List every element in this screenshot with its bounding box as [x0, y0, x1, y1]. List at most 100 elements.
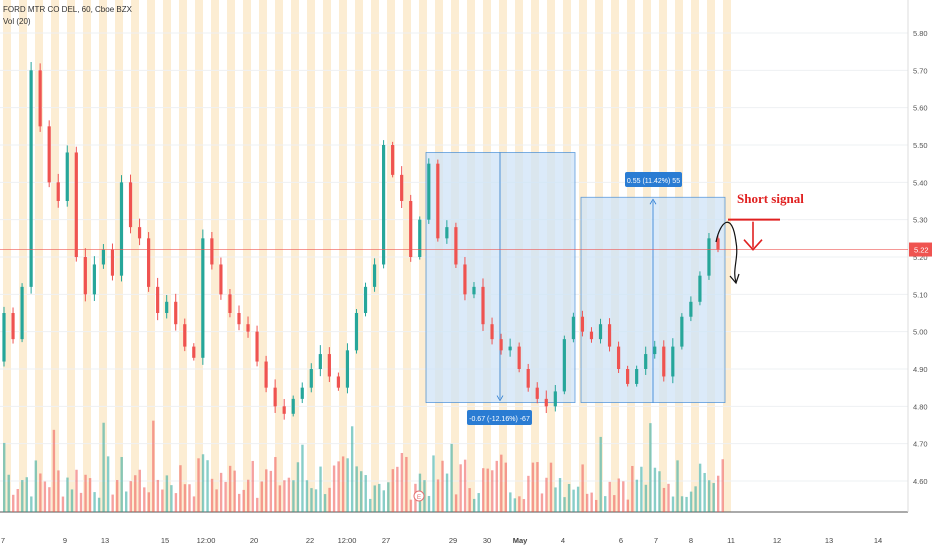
volume-bar [120, 456, 123, 512]
session-band [339, 0, 347, 512]
time-tick-label: 14 [874, 536, 882, 545]
candle-body [607, 324, 612, 347]
earnings-event-letter: E [417, 494, 422, 501]
candle-body [110, 249, 115, 276]
time-tick-label: 30 [483, 536, 491, 545]
volume-bar [88, 478, 92, 512]
volume-bar [346, 458, 349, 512]
volume-bar [256, 497, 259, 512]
volume-bar [106, 456, 110, 512]
volume-bar [472, 498, 476, 512]
candle-body [20, 286, 24, 340]
time-tick-label: 29 [449, 536, 457, 545]
session-band [227, 0, 235, 512]
volume-bar [265, 469, 268, 512]
volume-bar [522, 499, 526, 512]
volume-bar [608, 481, 611, 512]
volume-bar [296, 462, 300, 512]
volume-bar [513, 498, 517, 512]
session-band [115, 0, 123, 512]
candle-body [165, 301, 169, 313]
volume-bar [698, 463, 702, 512]
candle-body [92, 264, 96, 295]
candle-body [689, 301, 693, 317]
session-band [307, 0, 315, 512]
price-axis[interactable]: 5.80 5.70 5.60 5.50 5.40 5.30 5.20 5.10 5.00 4.90… [909, 29, 932, 486]
volume-bar [260, 481, 263, 512]
symbol-title[interactable]: FORD MTR CO DEL, 60, Cboe BZX [3, 5, 133, 14]
volume-bar [237, 493, 241, 512]
volume-bar [242, 489, 245, 512]
volume-bar [450, 443, 453, 512]
candle-body [237, 313, 241, 325]
volume-bar [75, 469, 78, 512]
volume-bar [247, 479, 250, 512]
volume-bar [30, 496, 33, 512]
volume-bar [717, 475, 720, 512]
volume-bar [685, 496, 688, 512]
measure-up-label: 0.55 (11.42%) 55 [627, 178, 680, 185]
volume-bar [387, 482, 390, 512]
candle-body [490, 324, 494, 340]
time-tick-label: 11 [727, 536, 735, 545]
candle-body [698, 275, 702, 302]
volume-bar [341, 456, 345, 512]
measure-up-label-bg [625, 172, 682, 187]
session-band [387, 0, 395, 512]
volume-bar [305, 480, 309, 512]
session-band [163, 0, 171, 512]
volume-bar [694, 486, 697, 512]
candle-body [282, 406, 286, 414]
session-band [179, 0, 187, 512]
volume-bar [531, 462, 535, 512]
volume-bar [409, 499, 413, 512]
session-band [275, 0, 283, 512]
volume-bar [581, 464, 584, 512]
volume-bar [676, 460, 679, 512]
volume-bar [671, 496, 675, 512]
volume-bar [147, 492, 151, 512]
candle-body [418, 219, 422, 257]
candle-body [436, 163, 440, 239]
price-tick-label: 5.70 [913, 66, 928, 75]
candle-body [201, 238, 205, 358]
volume-bar [631, 465, 634, 512]
volume-bar [445, 473, 449, 512]
earnings-event-marker [413, 490, 425, 502]
volume-bar [350, 426, 354, 512]
time-tick-label: 6 [619, 536, 623, 545]
candle-body [119, 182, 124, 276]
volume-bar [174, 493, 178, 512]
candle-body [472, 286, 476, 295]
volume-bar [251, 460, 254, 512]
session-band [723, 0, 731, 512]
candle-body [463, 264, 467, 295]
volume-bar [39, 473, 42, 512]
time-tick-label: 7 [1, 536, 5, 545]
volume-indicator-label[interactable]: Vol (20) [3, 17, 31, 26]
signal-arrowhead [743, 239, 763, 251]
candle-body [327, 354, 331, 377]
candle-body [644, 354, 648, 369]
volume-pane [3, 420, 724, 512]
candle-body [273, 387, 277, 407]
candle-body [598, 324, 603, 340]
time-axis[interactable]: 7 9 13 15 12:00 20 22 12:00 27 29 30 May 4 6 7 8 11 12 13 1… [1, 490, 882, 545]
price-tick-label: 4.90 [913, 365, 928, 374]
volume-bar [219, 472, 223, 512]
candle-body [128, 182, 133, 228]
volume-bar [500, 454, 503, 512]
volume-bar [134, 475, 137, 512]
volume-bar [527, 475, 530, 512]
candle-body [707, 238, 711, 276]
volume-bar [721, 459, 724, 512]
volume-bar [93, 492, 96, 512]
volume-bar [540, 493, 544, 512]
time-tick-label: 9 [63, 536, 67, 545]
candle-body [381, 145, 386, 265]
volume-bar [563, 497, 566, 512]
volume-bar [441, 460, 444, 512]
time-tick-label: 22 [306, 536, 314, 545]
